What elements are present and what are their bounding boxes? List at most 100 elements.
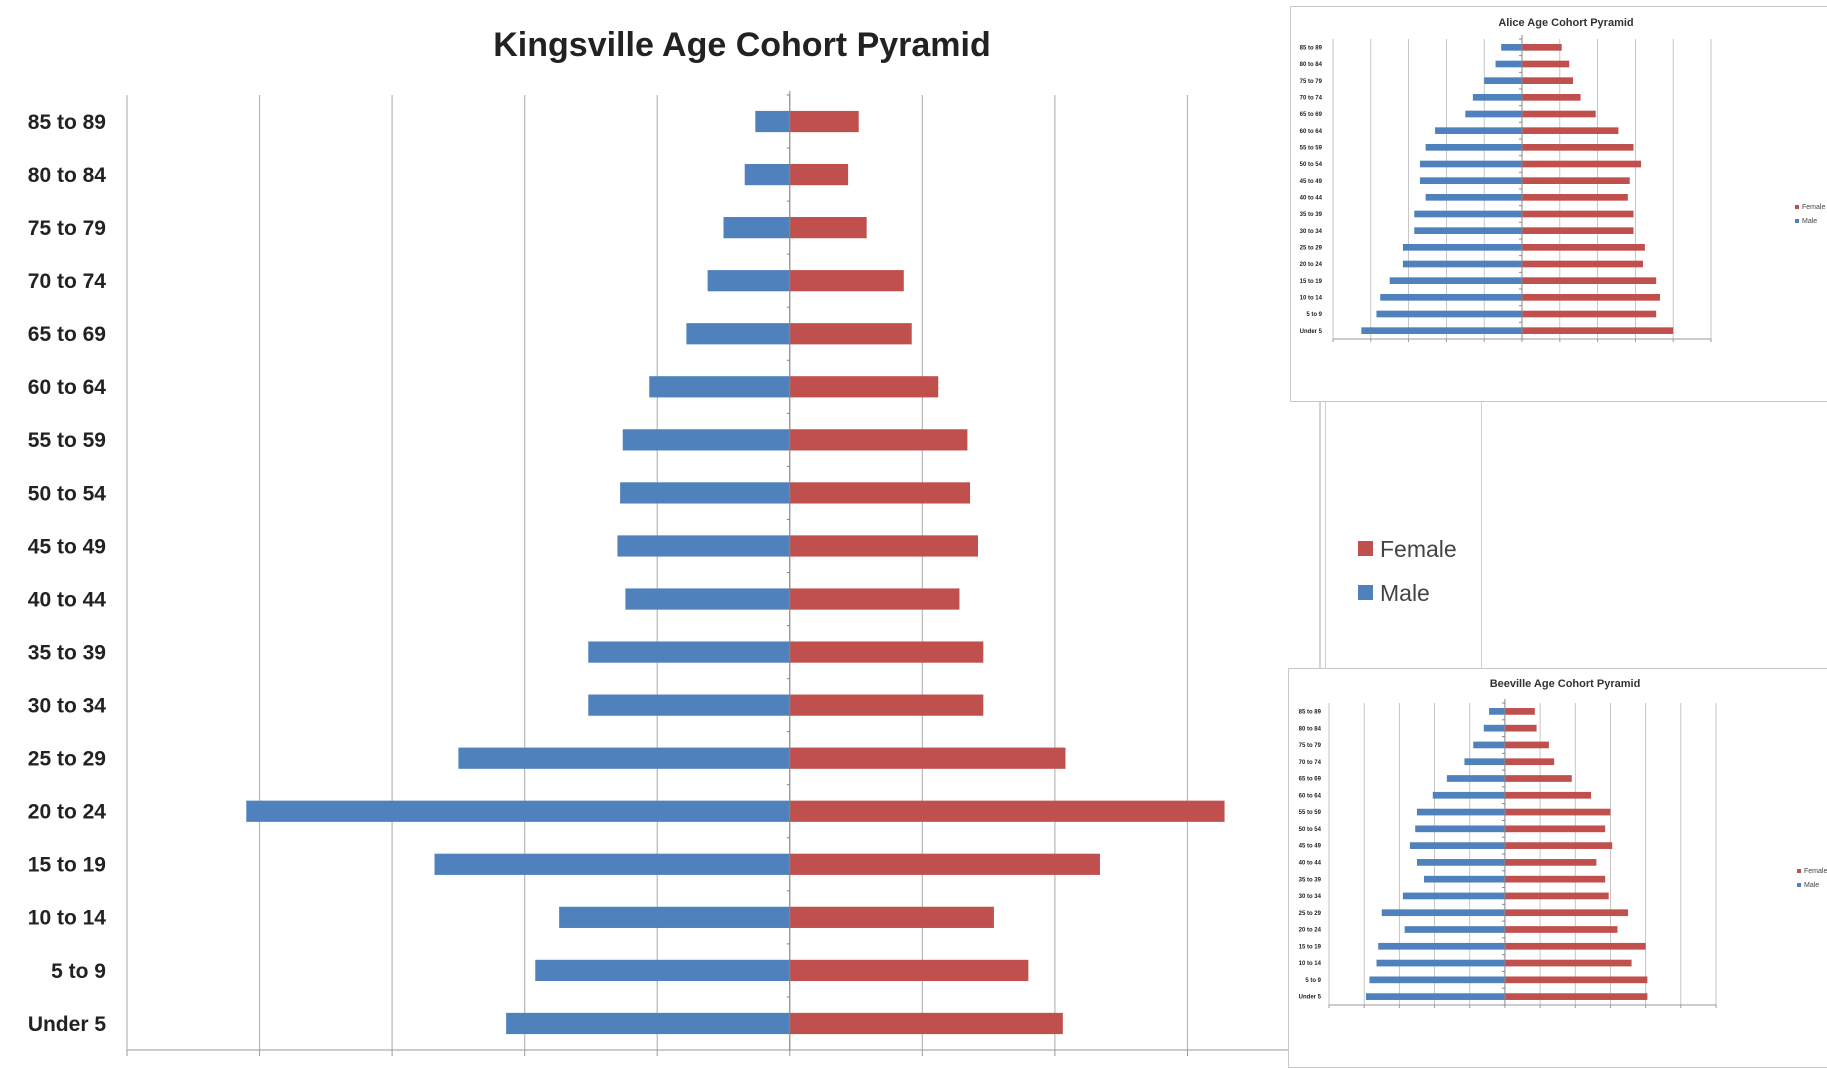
alice-category-label: Under 5 — [1300, 329, 1323, 335]
alice-category-label: 35 to 39 — [1300, 212, 1323, 218]
alice-category-label: 80 to 84 — [1300, 62, 1323, 68]
beeville-category-label: 55 to 59 — [1299, 810, 1322, 816]
alice-bar-male — [1380, 294, 1522, 301]
kingsville-bar-male — [617, 535, 790, 557]
beeville-bar-female — [1504, 708, 1535, 715]
beeville-bar-male — [1416, 808, 1505, 816]
alice-category-label: 50 to 54 — [1300, 162, 1323, 168]
beeville-bar-female — [1504, 808, 1611, 816]
beeville-bar-female — [1504, 909, 1629, 917]
alice-bar-male — [1361, 327, 1522, 334]
beeville-category-label: 40 to 44 — [1299, 860, 1322, 866]
kingsville-category-label: 20 to 24 — [28, 801, 107, 824]
alice-bar-male — [1376, 310, 1522, 318]
beeville-bar-female — [1504, 942, 1646, 950]
alice-category-label: 10 to 14 — [1300, 295, 1323, 301]
kingsville-bar-female — [789, 853, 1100, 875]
kingsville-category-label: 80 to 84 — [28, 164, 107, 187]
kingsville-category-label: 45 to 49 — [28, 535, 106, 558]
alice-bar-female — [1522, 227, 1634, 234]
alice-category-label: 30 to 34 — [1300, 229, 1323, 235]
beeville-bar-male — [1404, 926, 1505, 933]
alice-bar-male — [1472, 94, 1522, 101]
beeville-chart-panel: Beeville Age Cohort Pyramid 85 to 89 80 t… — [1288, 668, 1827, 1068]
beeville-category-label: 30 to 34 — [1299, 894, 1322, 900]
alice-chart: Alice Age Cohort Pyramid 85 to 89 80 to 8… — [1300, 17, 1825, 342]
beeville-category-label: 60 to 64 — [1299, 793, 1322, 799]
kingsville-bar-male — [707, 270, 790, 292]
alice-category-label: 75 to 79 — [1300, 79, 1323, 85]
alice-bar-female — [1522, 260, 1643, 268]
beeville-chart-title: Beeville Age Cohort Pyramid — [1490, 678, 1641, 690]
kingsville-bar-male — [625, 588, 790, 610]
kingsville-category-label: Under 5 — [28, 1013, 107, 1036]
kingsville-category-label: 10 to 14 — [28, 907, 107, 930]
beeville-bar-female — [1504, 842, 1613, 849]
alice-bar-female — [1522, 210, 1634, 218]
kingsville-bar-male — [744, 163, 790, 186]
beeville-bar-female — [1504, 758, 1555, 766]
beeville-bar-male — [1381, 909, 1505, 917]
beeville-bar-female — [1504, 976, 1648, 984]
beeville-category-label: 85 to 89 — [1299, 709, 1322, 715]
beeville-bar-male — [1423, 875, 1505, 883]
kingsville-category-label: 15 to 19 — [28, 854, 106, 877]
beeville-bar-male — [1365, 993, 1505, 1000]
kingsville-bar-male — [588, 641, 790, 663]
kingsville-bar-female — [789, 641, 984, 663]
beeville-legend-swatch — [1797, 869, 1801, 873]
kingsville-bar-female — [789, 217, 867, 239]
kingsville-bar-female — [789, 588, 960, 610]
alice-category-label: 70 to 74 — [1300, 95, 1323, 101]
beeville-bar-female — [1504, 959, 1632, 967]
beeville-bar-male — [1415, 825, 1505, 833]
alice-category-label: 55 to 59 — [1300, 145, 1323, 151]
alice-legend-swatch — [1795, 219, 1799, 223]
alice-bar-male — [1414, 227, 1522, 234]
kingsville-bar-male — [755, 110, 790, 133]
kingsville-bar-male — [535, 959, 790, 982]
kingsville-category-label: 55 to 59 — [28, 429, 106, 452]
kingsville-category-label: 25 to 29 — [28, 748, 106, 771]
kingsville-bar-female — [789, 163, 849, 186]
alice-bar-female — [1522, 110, 1596, 118]
alice-chart-panel: Alice Age Cohort Pyramid 85 to 89 80 to 8… — [1290, 6, 1827, 402]
alice-legend-label: Female — [1802, 204, 1825, 211]
alice-category-label: 40 to 44 — [1300, 195, 1323, 201]
beeville-category-label: 25 to 29 — [1299, 911, 1322, 917]
alice-bar-female — [1522, 327, 1674, 334]
beeville-bar-male — [1489, 708, 1505, 715]
alice-bar-female — [1522, 44, 1562, 51]
alice-bar-male — [1419, 160, 1522, 168]
alice-bar-male — [1465, 110, 1522, 118]
kingsville-bar-female — [789, 323, 912, 345]
beeville-bar-male — [1464, 758, 1505, 766]
alice-bar-male — [1501, 44, 1522, 51]
beeville-category-label: 65 to 69 — [1299, 777, 1322, 783]
beeville-bar-male — [1376, 959, 1505, 967]
alice-bar-female — [1522, 294, 1660, 301]
beeville-legend-swatch — [1797, 883, 1801, 887]
beeville-bar-male — [1409, 842, 1505, 849]
beeville-bar-male — [1483, 724, 1505, 732]
beeville-bar-female — [1504, 875, 1606, 883]
alice-category-label: 20 to 24 — [1300, 262, 1323, 268]
beeville-category-label: 70 to 74 — [1299, 760, 1322, 766]
beeville-bar-female — [1504, 926, 1618, 933]
kingsville-bar-female — [789, 906, 994, 928]
beeville-category-label: 15 to 19 — [1299, 944, 1322, 950]
kingsville-bar-female — [789, 959, 1029, 982]
alice-bar-male — [1389, 277, 1522, 284]
beeville-category-label: 80 to 84 — [1299, 726, 1322, 732]
alice-bar-female — [1522, 60, 1570, 68]
kingsville-bar-male — [458, 747, 790, 769]
alice-bar-female — [1522, 160, 1642, 168]
kingsville-chart-title: Kingsville Age Cohort Pyramid — [493, 26, 991, 64]
kingsville-category-label: 5 to 9 — [51, 960, 106, 983]
alice-bar-female — [1522, 94, 1581, 101]
kingsville-bar-male — [686, 323, 790, 345]
beeville-bar-female — [1504, 892, 1609, 900]
alice-bar-male — [1419, 177, 1522, 184]
beeville-plot-area: 85 to 89 80 to 84 75 to 79 70 to 74 65 to 69… — [1299, 699, 1717, 1008]
kingsville-bar-male — [559, 906, 790, 928]
